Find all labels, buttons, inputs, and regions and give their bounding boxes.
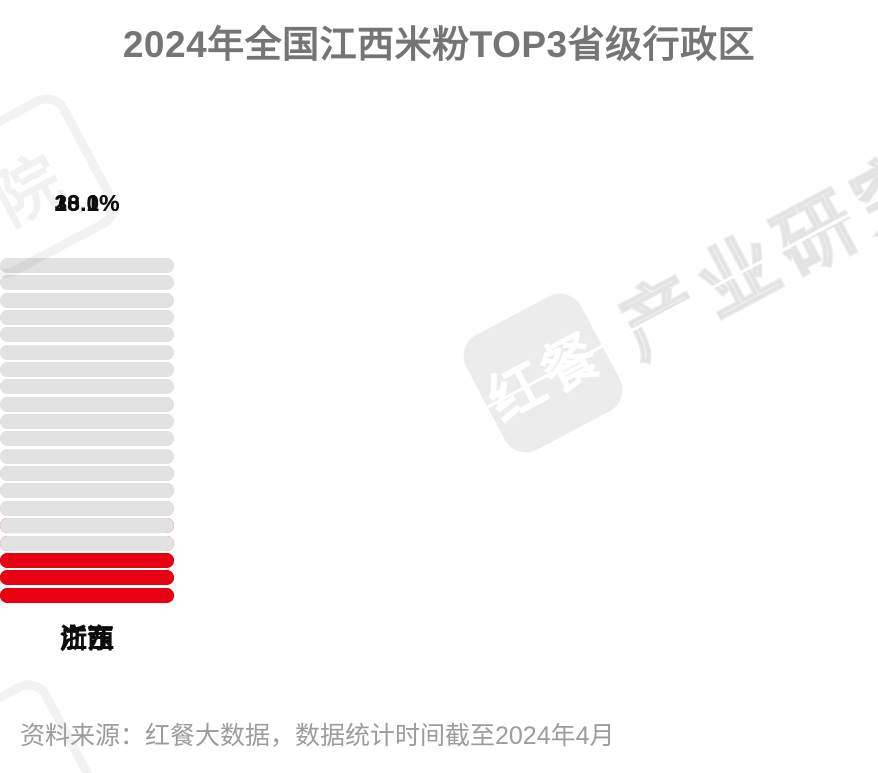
- bar-segment-gray: [0, 518, 174, 534]
- bar-segment-gray: [0, 379, 174, 395]
- hongcan-logo-icon: 红餐: [455, 285, 631, 461]
- bar-column-zhejiang: 13.1% 浙江: [0, 0, 174, 773]
- category-label: 广东: [60, 624, 114, 654]
- bar-segment-gray: [0, 396, 174, 412]
- bar-segment-gray: [0, 344, 174, 360]
- bar-segment-gray: [0, 275, 174, 291]
- watermark-brand-text: 产业研究院: [604, 89, 878, 376]
- bar-segment-red: [0, 570, 174, 586]
- data-source-note: 资料来源：红餐大数据，数据统计时间截至2024年4月: [20, 722, 615, 750]
- bar-segment-gray: [0, 414, 174, 430]
- bar-zhejiang: [0, 258, 174, 603]
- hongcan-logo-text: 红餐: [477, 320, 613, 433]
- bar-segment-gray: [0, 258, 174, 273]
- value-label: 38.0%: [54, 190, 120, 216]
- bar-segment-gray: [0, 483, 174, 499]
- category-label: 浙江: [60, 624, 114, 654]
- bar-segment-gray: [0, 362, 174, 378]
- bar-segment-gray: [0, 448, 174, 464]
- value-label: 20.1%: [54, 190, 120, 216]
- bar-segment-gray: [0, 466, 174, 482]
- page-title: 2024年全国江西米粉TOP3省级行政区: [122, 24, 756, 65]
- bar-segment-red: [0, 587, 174, 603]
- value-label: 13.1%: [54, 190, 120, 216]
- watermark-underline: [430, 191, 878, 439]
- category-label: 江西: [60, 624, 114, 654]
- bar-segment-gray: [0, 310, 174, 326]
- bar-segment-gray: [0, 431, 174, 447]
- bar-segment-red: [0, 552, 174, 568]
- bar-segment-gray: [0, 292, 174, 308]
- bar-segment-gray: [0, 500, 174, 516]
- bar-segment-gray: [0, 327, 174, 343]
- brand-watermark: 红餐 产业研究院: [455, 17, 878, 461]
- bar-segment-gray: [0, 535, 174, 551]
